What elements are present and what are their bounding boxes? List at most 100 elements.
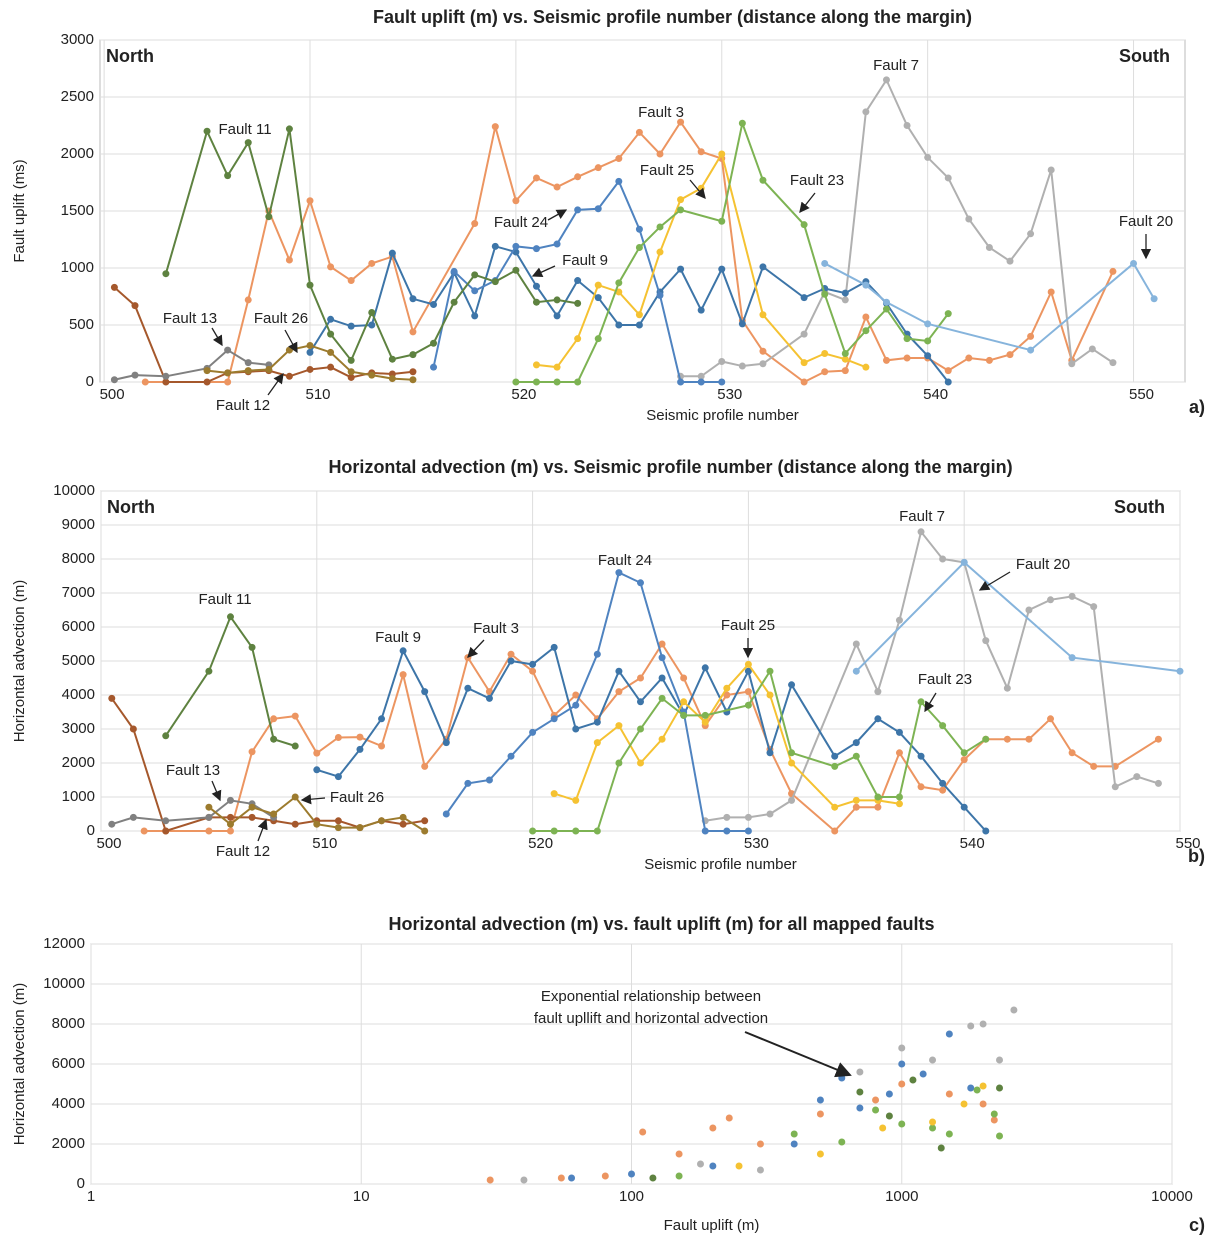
data-point <box>841 367 849 375</box>
data-point <box>924 337 932 345</box>
data-point <box>939 779 947 787</box>
data-point <box>244 359 252 367</box>
data-point <box>507 752 515 760</box>
data-point <box>990 1116 998 1124</box>
data-point <box>140 827 148 835</box>
data-point <box>550 715 558 723</box>
data-point <box>512 197 520 205</box>
data-point <box>862 313 870 321</box>
data-point <box>471 287 479 295</box>
data-point <box>399 813 407 821</box>
data-point <box>882 356 890 364</box>
data-point <box>162 732 170 740</box>
data-point <box>919 1070 927 1078</box>
data-point <box>885 1090 893 1098</box>
data-point <box>205 813 213 821</box>
data-point <box>680 674 688 682</box>
x-axis-label: Seismic profile number <box>646 407 799 424</box>
data-point <box>615 759 623 767</box>
data-point <box>450 298 458 306</box>
data-point <box>924 320 932 328</box>
data-point <box>388 249 396 257</box>
data-point <box>821 368 829 376</box>
data-point <box>895 616 903 624</box>
data-point <box>637 674 644 682</box>
data-point <box>226 796 234 804</box>
data-point <box>635 243 643 251</box>
data-point <box>960 756 968 764</box>
data-point <box>1006 351 1014 359</box>
data-point <box>205 803 213 811</box>
data-point <box>1047 596 1055 604</box>
data-point <box>1047 288 1055 296</box>
annotation-arrow <box>689 179 706 199</box>
y-tick-label: 3000 <box>61 31 94 48</box>
data-point <box>852 796 860 804</box>
data-point <box>224 346 232 354</box>
data-point <box>816 1110 824 1118</box>
data-point <box>677 206 685 214</box>
data-point <box>550 643 558 651</box>
data-point <box>593 827 601 835</box>
data-point <box>852 667 860 675</box>
data-point <box>1027 230 1035 238</box>
data-point <box>852 752 860 760</box>
x-tick-label: 550 <box>1175 835 1200 852</box>
data-point <box>574 299 582 307</box>
data-point <box>738 320 746 328</box>
data-point <box>550 827 558 835</box>
data-point <box>788 759 796 767</box>
data-point <box>327 263 335 271</box>
y-tick-label: 2000 <box>52 1135 85 1152</box>
panel-label: c) <box>1189 1215 1205 1235</box>
data-point <box>1088 345 1096 353</box>
data-point <box>945 1090 953 1098</box>
data-point <box>162 372 170 380</box>
data-point <box>967 1022 975 1030</box>
annotation-arrow <box>284 329 298 354</box>
data-point <box>917 783 925 791</box>
data-point <box>356 745 364 753</box>
data-point <box>701 718 709 726</box>
fault-label: Fault 25 <box>721 617 775 634</box>
data-point <box>985 356 993 364</box>
data-point <box>594 205 602 213</box>
data-point <box>532 174 540 182</box>
fault-label: Fault 26 <box>330 789 384 806</box>
data-point <box>637 579 644 587</box>
data-point <box>759 347 767 355</box>
data-point <box>838 1074 846 1082</box>
data-point <box>1006 257 1014 265</box>
data-point <box>568 1174 576 1182</box>
data-point <box>270 715 278 723</box>
data-point <box>203 378 211 386</box>
data-point <box>973 1086 981 1094</box>
data-point <box>615 321 623 329</box>
data-point <box>852 739 860 747</box>
data-point <box>421 817 429 825</box>
series-line <box>515 119 950 383</box>
fault-label: Fault 12 <box>216 843 270 860</box>
data-point <box>224 369 232 377</box>
data-point <box>697 378 705 386</box>
data-point <box>285 346 293 354</box>
data-point <box>788 681 796 689</box>
annotation-arrow <box>211 327 223 347</box>
data-point <box>917 698 925 706</box>
data-point <box>656 291 664 299</box>
data-point <box>945 1130 953 1138</box>
data-point <box>816 1150 824 1158</box>
data-point <box>203 127 211 135</box>
data-point <box>862 363 870 371</box>
data-point <box>856 1104 864 1112</box>
data-point <box>821 290 829 298</box>
data-point <box>658 735 666 743</box>
data-point <box>430 300 438 308</box>
x-axis-label: Fault uplift (m) <box>664 1217 760 1234</box>
fault-label: Fault 13 <box>166 762 220 779</box>
data-point <box>378 742 386 750</box>
data-point <box>675 1150 683 1158</box>
x-tick-label: 540 <box>960 835 985 852</box>
data-point <box>1047 166 1055 174</box>
y-tick-label: 8000 <box>62 550 95 567</box>
